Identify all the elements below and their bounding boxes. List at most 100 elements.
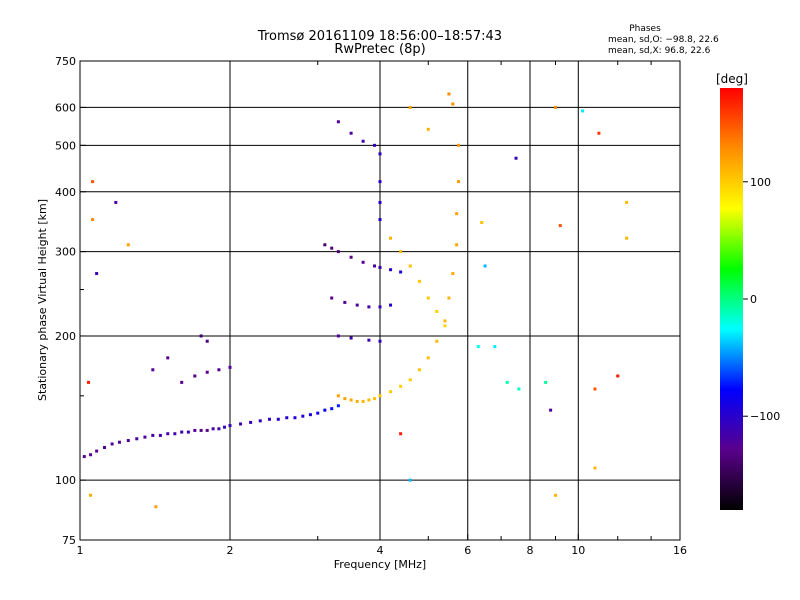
data-point [417,368,421,372]
data-point [285,416,289,420]
data-point [239,422,243,426]
data-point [426,356,430,360]
data-point [447,92,451,96]
data-point [336,120,340,124]
colorbar [720,88,743,510]
data-point [217,427,221,431]
data-point [593,387,597,391]
data-point [205,339,209,343]
data-point [276,417,280,421]
data-point [435,339,439,343]
data-point [95,449,99,453]
data-point [625,236,629,240]
data-point [361,139,365,143]
data-point [180,430,184,434]
data-point [493,345,497,349]
colorbar-label: [deg] [716,72,748,86]
data-point [91,218,95,222]
y-tick-label: 400 [55,186,76,199]
data-point [301,414,305,418]
data-point [361,260,365,264]
x-tick-label: 16 [673,544,687,557]
data-point [336,394,340,398]
y-tick-label: 750 [55,55,76,68]
colorbar-tick-label: −100 [750,410,780,423]
data-point [336,250,340,254]
data-point [378,180,382,184]
data-point [249,420,253,424]
data-point [336,334,340,338]
data-point [82,455,86,459]
data-point [455,243,459,247]
y-axis-label: Stationary phase Virtual Height [km] [36,199,49,401]
data-point [205,428,209,432]
data-point [378,339,382,343]
stats-line-x: mean, sd,X: 96.8, 22.6 [608,46,711,56]
data-point [443,324,447,328]
data-point [166,432,170,436]
data-point [408,264,412,268]
data-point [151,433,155,437]
data-point [389,390,393,394]
data-point [349,398,353,402]
data-point [330,296,334,300]
data-point [205,370,209,374]
data-point [158,433,162,437]
data-point [457,143,461,147]
y-tick-label: 100 [55,474,76,487]
data-point [193,428,197,432]
data-point [616,374,620,378]
data-point [399,432,403,436]
data-point [447,296,451,300]
x-tick-label: 10 [571,544,585,557]
data-point [505,380,509,384]
data-point [154,505,158,509]
data-point [193,374,197,378]
data-point [336,404,340,408]
data-point [86,380,90,384]
data-point [558,224,562,228]
data-point [330,246,334,250]
data-point [389,303,393,307]
data-point [117,440,121,444]
x-tick-label: 4 [377,544,384,557]
data-point [408,478,412,482]
chart-title: Tromsø 20161109 18:56:00–18:57:43 [257,29,502,44]
data-point [544,380,548,384]
data-point [625,200,629,204]
data-point [435,309,439,313]
y-tick-label: 300 [55,246,76,259]
data-point [417,279,421,283]
data-point [217,368,221,372]
data-point [426,127,430,131]
chart-subtitle: RwPretec (8p) [334,42,425,57]
x-tick-label: 8 [527,544,534,557]
data-point [399,250,403,254]
data-point [211,427,215,431]
data-point [451,102,455,106]
y-tick-label: 600 [55,101,76,114]
y-tick-label: 500 [55,139,76,152]
data-point [408,105,412,109]
data-point [480,221,484,225]
data-point [443,319,447,323]
data-point [151,368,155,372]
x-tick-label: 2 [227,544,234,557]
data-point [373,264,377,268]
y-tick-label: 75 [62,534,76,547]
data-point [343,397,347,401]
data-point [451,272,455,276]
data-point [166,356,170,360]
x-axis-label: Frequency [MHz] [334,558,426,571]
stats-line-o: mean, sd,O: −98.8, 22.6 [608,35,719,45]
data-point [597,131,601,135]
data-point [228,424,232,428]
colorbar-tick-label: 0 [750,293,757,306]
data-point [553,105,557,109]
data-point [95,272,99,276]
data-point [483,264,487,268]
data-point [343,300,347,304]
data-point [355,303,359,307]
x-tick-label: 6 [464,544,471,557]
